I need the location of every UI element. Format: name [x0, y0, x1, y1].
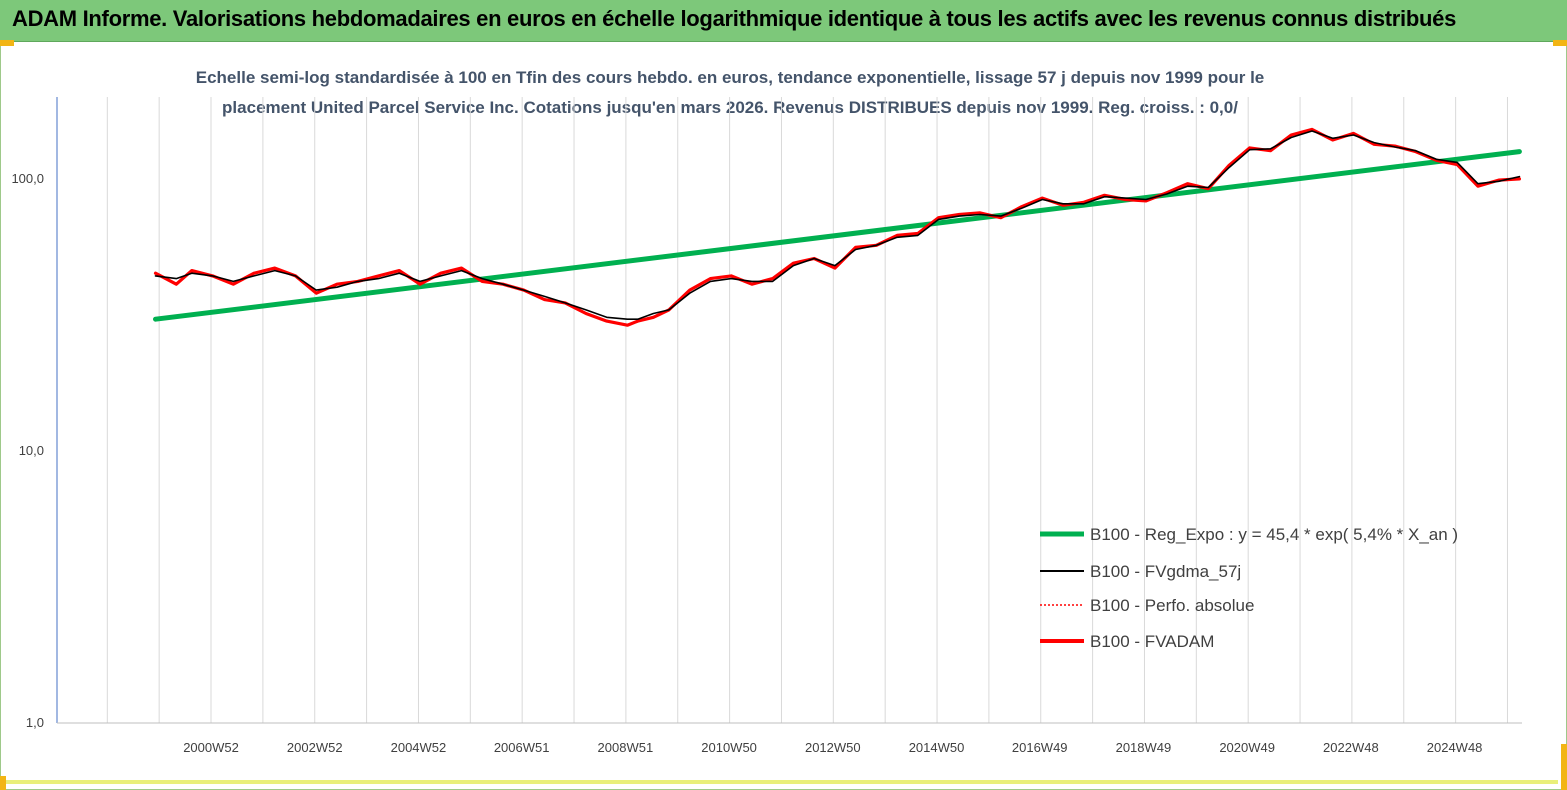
- legend-label-fvadam: B100 - FVADAM: [1090, 632, 1214, 651]
- x-tick-label: 2004W52: [391, 740, 447, 755]
- legend-label-perfo-absolue: B100 - Perfo. absolue: [1090, 596, 1254, 615]
- corner-marker-bottom-right: [1561, 744, 1567, 790]
- series-line-reg-expo: [153, 149, 1522, 322]
- report-banner: ADAM Informe. Valorisations hebdomadaire…: [0, 0, 1567, 42]
- x-tick-label: 2000W52: [183, 740, 239, 755]
- x-tick-label: 2006W51: [494, 740, 550, 755]
- x-tick-labels: 2000W52 2002W52 2004W52 2006W51 2008W51 2010W…: [183, 740, 1482, 755]
- chart-gridlines: [106, 97, 1508, 723]
- x-tick-label: 2022W48: [1323, 740, 1379, 755]
- x-tick-label: 2010W50: [701, 740, 757, 755]
- chart-title-line-1: Echelle semi-log standardisée à 100 en T…: [195, 68, 1265, 87]
- report-title: ADAM Informe. Valorisations hebdomadaire…: [12, 6, 1457, 31]
- x-tick-label: 2020W49: [1219, 740, 1275, 755]
- corner-marker-bottom-left: [0, 776, 6, 790]
- legend-label-fvgdma: B100 - FVgdma_57j: [1090, 562, 1241, 581]
- series-line-fvgdma: [154, 130, 1521, 321]
- x-tick-label: 2016W49: [1012, 740, 1068, 755]
- y-tick-label: 100,0: [11, 171, 44, 186]
- corner-marker-top-left: [0, 40, 14, 46]
- x-tick-label: 2024W48: [1427, 740, 1483, 755]
- x-tick-label: 2002W52: [287, 740, 343, 755]
- x-tick-label: 2012W50: [805, 740, 861, 755]
- chart-axes: [56, 97, 1522, 724]
- x-tick-label: 2018W49: [1116, 740, 1172, 755]
- legend-label-reg-expo: B100 - Reg_Expo : y = 45,4 * exp( 5,4% *…: [1090, 525, 1458, 544]
- y-tick-labels: 1,0 10,0 100,0: [11, 171, 44, 730]
- bottom-border-line: [6, 780, 1558, 784]
- y-tick-label: 10,0: [19, 443, 44, 458]
- x-tick-label: 2014W50: [909, 740, 965, 755]
- chart-legend: B100 - Reg_Expo : y = 45,4 * exp( 5,4% *…: [1040, 525, 1458, 651]
- series-line-perfo-absolue: [154, 128, 1521, 326]
- series-layer: [153, 127, 1522, 327]
- corner-marker-top-right: [1553, 40, 1567, 46]
- y-tick-label: 1,0: [26, 715, 44, 730]
- x-tick-label: 2008W51: [598, 740, 654, 755]
